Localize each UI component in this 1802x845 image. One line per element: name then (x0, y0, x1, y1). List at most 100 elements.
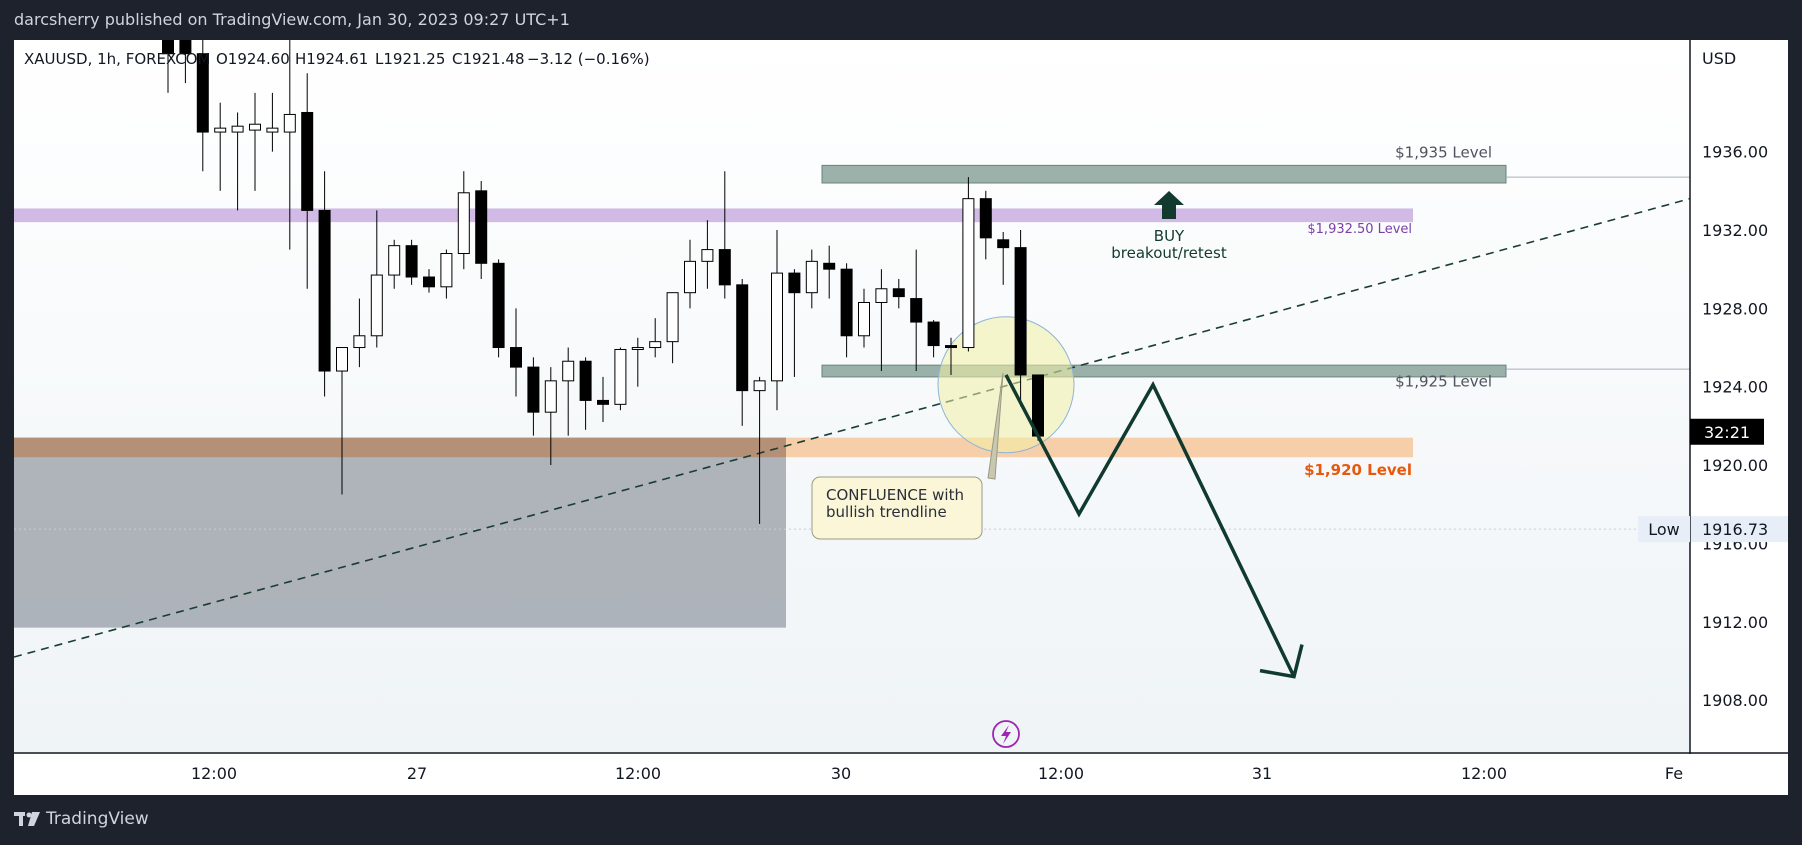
projection-arrowhead (1259, 644, 1304, 679)
price-tick-label: 1932.00 (1702, 221, 1768, 240)
candle-body (318, 209, 331, 372)
candle-body (736, 284, 749, 392)
candle-body (423, 276, 435, 288)
brand-name: TradingView (46, 809, 149, 829)
candle-body (718, 249, 731, 286)
candle-body (666, 292, 679, 343)
chart-svg[interactable]: $1,935 Level $1,932.50 Level $1,925 Level $… (14, 40, 1788, 795)
candle-body (196, 53, 209, 133)
currency-label: USD (1702, 49, 1736, 68)
time-tick-label: 12:00 (615, 764, 661, 783)
tradingview-logo-icon (14, 812, 40, 826)
time-tick-label: 12:00 (1461, 764, 1507, 783)
time-tick-label: 12:00 (191, 764, 237, 783)
label-1925-level: $1,925 Level (1395, 373, 1492, 391)
candle-body (649, 341, 662, 349)
label-1920-level: $1,920 Level (1304, 461, 1412, 479)
candle-body (214, 127, 227, 133)
confluence-circle (937, 316, 1075, 454)
low-value-box (1691, 516, 1788, 543)
ohlc-open: O1924.60 (216, 50, 290, 68)
candle-body (405, 245, 418, 278)
candle-body (927, 321, 940, 347)
candle-body (510, 347, 522, 368)
candle-body (353, 335, 366, 349)
zone-1920-left (14, 437, 786, 458)
lightning-icon[interactable] (1001, 725, 1011, 744)
published-text: darcsherry published on TradingView.com,… (14, 10, 570, 29)
ohlc-low: L1921.25 (375, 50, 445, 68)
time-tick-label: 27 (407, 764, 427, 783)
low-marker-label: Low (1648, 520, 1680, 539)
ohlc-change: −3.12 (−0.16%) (527, 50, 650, 68)
confluence-text-line2: bullish trendline (826, 503, 947, 521)
candle-body (875, 288, 888, 303)
zone-1920-level (786, 437, 1413, 458)
low-marker-value: 1916.73 (1702, 520, 1768, 539)
buy-title: BUY (1154, 227, 1185, 245)
zone-1935-level (821, 164, 1507, 184)
chart-area[interactable]: $1,935 Level $1,932.50 Level $1,925 Level $… (14, 40, 1788, 795)
price-tick-label: 1920.00 (1702, 456, 1768, 475)
candle-body (457, 192, 470, 255)
candle-body (945, 345, 957, 349)
candle-body (179, 40, 192, 55)
price-tick-label: 1936.00 (1702, 143, 1768, 162)
candle-body (805, 260, 818, 294)
candle-body (266, 127, 279, 133)
candle-body (823, 262, 836, 270)
zone-1925-level (821, 364, 1507, 378)
candle-body (283, 113, 296, 133)
candle-body (979, 198, 992, 239)
ohlc-high: H1924.61 (295, 50, 368, 68)
candle-body (962, 198, 975, 349)
confluence-callout-box (811, 476, 983, 540)
price-badge (1690, 418, 1764, 445)
zone-1932-50-level (14, 208, 1413, 223)
time-tick-label: 30 (831, 764, 851, 783)
candle-body (231, 125, 244, 133)
candle-body (562, 360, 575, 382)
candle-body (701, 249, 714, 262)
buy-arrow-icon (1154, 191, 1184, 219)
price-axis-panel (1690, 40, 1788, 753)
time-tick-label: 31 (1252, 764, 1272, 783)
label-1935-level: $1,935 Level (1395, 144, 1492, 162)
candle-body (910, 298, 923, 323)
candle-body (1014, 247, 1027, 376)
confluence-text-line1: CONFLUENCE with (826, 486, 964, 504)
low-marker-box (1638, 516, 1690, 543)
footer-bar: TradingView (0, 795, 1802, 845)
buy-subtitle: breakout/retest (1111, 244, 1227, 262)
publisher-header: darcsherry published on TradingView.com,… (0, 0, 1802, 40)
candle-body (840, 268, 853, 337)
candle-body (301, 111, 314, 211)
candle-body (997, 239, 1010, 249)
candle-body (631, 347, 644, 350)
candle-body (753, 380, 766, 392)
candle-body (771, 272, 783, 382)
candle-body (527, 366, 540, 413)
ohlc-close: C1921.48 (452, 50, 525, 68)
time-tick-label: Fe (1665, 764, 1683, 783)
candle-body (579, 360, 592, 401)
candle-body (249, 123, 261, 131)
callout-pointer (987, 372, 1004, 480)
price-badge-text: 32:21 (1704, 423, 1750, 442)
candle-body (788, 272, 801, 294)
price-tick-label: 1908.00 (1702, 691, 1768, 710)
candle-body (892, 288, 905, 298)
candle-body (858, 301, 870, 337)
candle-body (684, 260, 696, 294)
candle-body (597, 399, 609, 405)
lightning-icon-circle[interactable] (992, 720, 1020, 748)
time-axis-panel (14, 754, 1788, 795)
label-1932-50-level: $1,932.50 Level (1307, 222, 1412, 237)
price-tick-label: 1924.00 (1702, 378, 1768, 397)
candle-body (475, 190, 488, 264)
candle-body (492, 262, 505, 349)
candle-body (162, 40, 174, 55)
bullish-trendline (14, 197, 1691, 658)
price-tick-label: 1912.00 (1702, 613, 1768, 632)
tradingview-logo[interactable]: TradingView (14, 809, 149, 829)
